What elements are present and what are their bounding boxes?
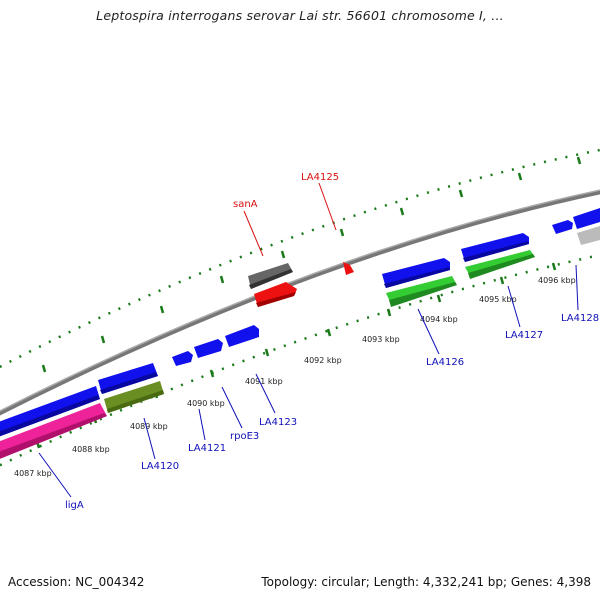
scale-label-4093: 4093 kbp xyxy=(362,335,400,344)
chromosome-backbone xyxy=(0,189,600,416)
map-title: Leptospira interrogans serovar Lai str. … xyxy=(96,8,504,23)
label-LA4121: LA4121 xyxy=(188,443,226,454)
label-LA4120: LA4120 xyxy=(141,461,179,472)
label-ligA: ligA xyxy=(65,500,84,511)
label-LA4123: LA4123 xyxy=(259,417,297,428)
label-leaders-red xyxy=(243,182,337,257)
scale-label-4089: 4089 kbp xyxy=(130,422,168,431)
label-rpoE3: rpoE3 xyxy=(230,431,259,442)
label-sanA: sanA xyxy=(233,199,258,210)
gene-gray-right[interactable] xyxy=(577,226,600,245)
label-LA4125: LA4125 xyxy=(301,172,339,183)
topology-text: Topology: circular; Length: 4,332,241 bp… xyxy=(261,575,591,589)
scale-label-4091: 4091 kbp xyxy=(245,377,283,386)
outer-major-ticks xyxy=(41,156,582,373)
gene-LA4125[interactable] xyxy=(343,262,354,275)
scale-label-4095: 4095 kbp xyxy=(479,295,517,304)
label-LA4126: LA4126 xyxy=(426,357,464,368)
scale-label-4088: 4088 kbp xyxy=(72,445,110,454)
gene-blue-right[interactable] xyxy=(573,208,600,229)
scale-label-4087: 4087 kbp xyxy=(14,469,52,478)
label-LA4128: LA4128 xyxy=(561,313,599,324)
scale-label-4096: 4096 kbp xyxy=(538,276,576,285)
gene-rpoE3[interactable] xyxy=(194,339,223,358)
accession-text: Accession: NC_004342 xyxy=(8,575,145,589)
scale-label-4090: 4090 kbp xyxy=(187,399,225,408)
label-LA4127: LA4127 xyxy=(505,330,543,341)
scale-label-4092: 4092 kbp xyxy=(304,356,342,365)
label-leaders xyxy=(38,264,579,498)
inner-dotted-track xyxy=(0,253,600,467)
gene-LA4128[interactable] xyxy=(552,220,573,234)
scale-label-4094: 4094 kbp xyxy=(420,315,458,324)
gene-LA4121[interactable] xyxy=(172,351,193,366)
gene-LA4123[interactable] xyxy=(225,325,259,347)
